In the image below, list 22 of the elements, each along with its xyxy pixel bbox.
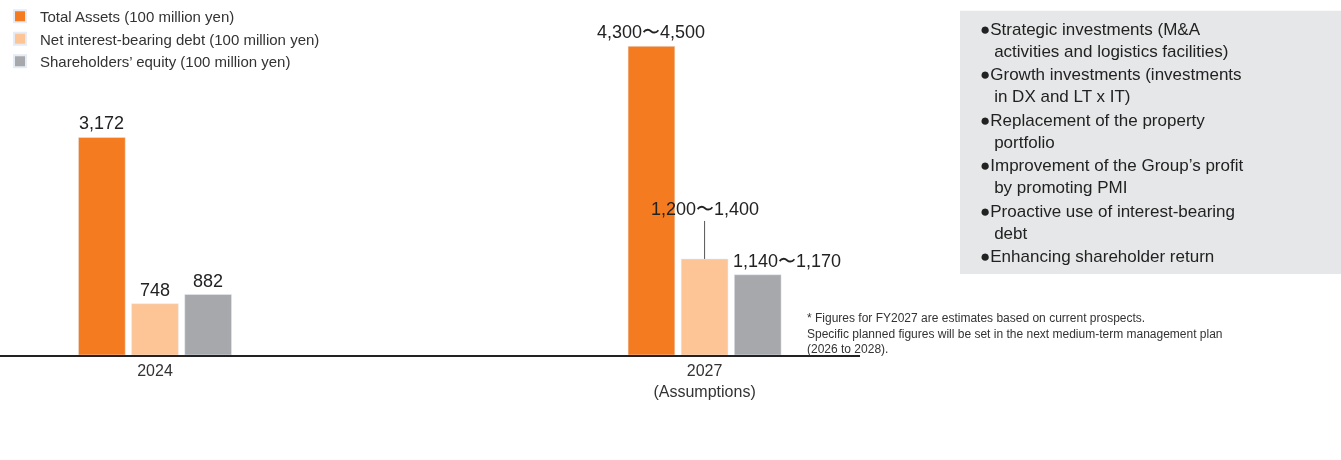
data-label: 748 xyxy=(140,280,171,300)
bar xyxy=(680,258,729,355)
bar xyxy=(734,274,782,355)
text: ●Replacement of the property portfolio xyxy=(980,111,1206,153)
x-tick-label: 2024 xyxy=(137,361,173,379)
text: ●Strategic investments (M&A activities and logistics facilities) xyxy=(980,20,1229,62)
x-tick-label: 2027 (Assumptions) xyxy=(653,361,756,400)
data-label: 3,172 xyxy=(79,113,125,133)
bar xyxy=(78,137,126,355)
text: ●Proactive use of interest-bearing debt xyxy=(980,202,1236,244)
text: ●Enhancing shareholder return xyxy=(980,247,1215,266)
legend-label: Net interest-bearing debt (100 million yen) xyxy=(40,30,320,48)
text: ●Improvement of the Group’s profit by promoting PMI xyxy=(980,156,1244,198)
text: ●Growth investments (investments in DX and LT x IT) xyxy=(980,65,1242,107)
bar xyxy=(131,303,179,355)
data-label: 1,140〜1,170 xyxy=(733,251,842,271)
legend-label: Total Assets (100 million yen) xyxy=(40,8,235,26)
annotation: * Figures for FY2027 are estimates based on current prospects. Specific planned figures will be set in the next medium-term management plan (2026 to 2028). xyxy=(807,311,1223,357)
data-label: 4,300〜4,500 xyxy=(597,22,706,42)
legend-label: Shareholders’ equity (100 million yen) xyxy=(40,53,291,71)
bar xyxy=(184,294,232,355)
data-label: 882 xyxy=(193,271,224,291)
